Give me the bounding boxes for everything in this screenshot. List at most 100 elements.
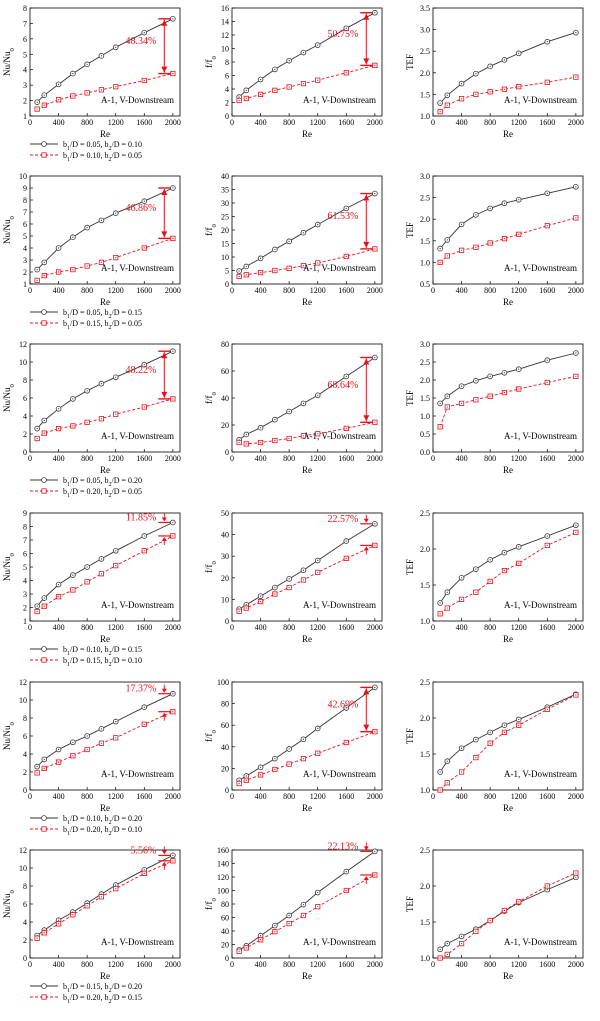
data-point-red-center	[374, 64, 376, 66]
x-tick-label: 800	[283, 454, 295, 463]
data-point-red-center	[36, 610, 38, 613]
x-tick-label: 400	[255, 454, 267, 463]
data-point-red-center	[446, 953, 448, 956]
data-point-black-center	[345, 540, 347, 542]
data-point-red-center	[100, 89, 103, 91]
data-point-black-center	[115, 212, 117, 214]
data-point-black-center	[259, 427, 262, 429]
data-point-red-center	[100, 418, 103, 420]
data-point-red-center	[439, 789, 441, 791]
data-point-black-center	[172, 854, 174, 857]
y-tick-label: 1.0	[420, 412, 430, 421]
data-point-red-center	[288, 586, 290, 589]
data-point-black-center	[57, 247, 60, 249]
legend-marker-square	[41, 826, 47, 832]
data-point-red-center	[575, 217, 577, 219]
panel-r3-c1: 0 400 800 1200 1600 2000 0 2 4 6 8 10 12 Re Nu/Nu0 A-1,…	[2, 340, 181, 475]
y-tick-label: 4	[23, 577, 27, 586]
panel-annotation: A-1, V-Downstream	[303, 263, 376, 273]
data-point-red-center	[302, 265, 305, 267]
data-point-red-center	[245, 97, 247, 100]
y-tick-label: 8	[23, 376, 27, 385]
x-axis-label: Re	[100, 465, 110, 475]
x-tick-label: 1600	[539, 118, 555, 127]
data-point-red-center	[546, 81, 548, 83]
data-point-black-center	[143, 364, 145, 366]
data-point-black-center	[245, 89, 247, 91]
data-point-black-center	[439, 402, 441, 404]
plot-frame	[432, 512, 584, 622]
y-tick-label: 8	[23, 523, 27, 532]
data-point-black-center	[489, 375, 491, 377]
diff-percentage: 5.56%	[130, 845, 156, 856]
y-tick-label: 2.5	[420, 678, 430, 687]
y-tick-label: 6	[23, 35, 27, 44]
y-tick-label: 1	[23, 280, 27, 289]
series-line-black	[439, 32, 577, 104]
x-tick-label: 1200	[511, 118, 527, 127]
x-tick-label: 2000	[165, 118, 181, 127]
panel-annotation: A-1, V-Downstream	[303, 769, 376, 779]
y-tick-label: 160	[217, 846, 229, 855]
data-point-red-center	[57, 99, 60, 101]
panel-r5-c2: 0 400 800 1200 1600 2000 0 20 40 60 80 100 Re f/f0 A-1…	[204, 678, 383, 813]
y-tick-label: 4	[225, 85, 229, 94]
x-tick-label: 1200	[511, 792, 527, 801]
x-tick-label: 1200	[310, 454, 326, 463]
diff-arrowhead-in-top	[161, 517, 167, 522]
data-point-red-center	[115, 413, 117, 415]
data-point-red-center	[259, 774, 262, 776]
y-tick-label: 6	[23, 550, 27, 559]
series-line-red	[36, 535, 174, 612]
panel-r2-c1: 0 400 800 1200 1600 2000 1 2 3 4 5 6 7 8 9 10 Re Nu/Nu0 A-…	[2, 172, 181, 307]
x-tick-label: 400	[53, 286, 65, 295]
data-point-red-center	[43, 432, 45, 434]
y-tick-label: 3.5	[420, 4, 430, 13]
data-point-black-center	[72, 398, 74, 400]
x-tick-label: 400	[255, 286, 267, 295]
panel-annotation: A-1, V-Downstream	[504, 431, 577, 441]
data-point-black-center	[475, 739, 477, 741]
data-point-red-center	[374, 421, 376, 423]
data-point-black-center	[86, 227, 88, 229]
data-point-red-center	[274, 439, 276, 442]
data-point-red-center	[489, 742, 491, 744]
x-axis-label: Re	[100, 129, 110, 139]
y-tick-label: 0	[225, 954, 229, 963]
legend-label: b1/D = 0.10, b2/D = 0.05	[63, 151, 142, 163]
x-tick-label: 0	[431, 454, 435, 463]
diff-arrowhead-up	[363, 688, 370, 695]
x-tick-label: 1200	[310, 623, 326, 632]
y-tick-label: 3	[23, 256, 27, 265]
data-point-red-center	[245, 443, 247, 445]
data-point-red-center	[72, 269, 74, 271]
data-point-black-center	[259, 595, 262, 597]
x-tick-label: 800	[81, 792, 93, 801]
data-point-red-center	[460, 402, 463, 404]
y-tick-label: 30	[221, 199, 229, 208]
x-tick-label: 2000	[165, 623, 181, 632]
x-axis-label: Re	[302, 971, 312, 981]
data-point-black-center	[43, 261, 45, 263]
y-axis-label: TEF	[405, 390, 415, 406]
series-line-black	[238, 12, 376, 98]
data-point-black-center	[288, 60, 290, 62]
legend-marker-square	[41, 488, 47, 494]
y-axis-label: f/f0	[204, 391, 218, 404]
data-point-red-center	[446, 607, 448, 609]
data-point-red-center	[274, 931, 276, 933]
y-tick-label: 100	[217, 887, 229, 896]
data-point-red-center	[100, 261, 103, 263]
y-tick-label: 14	[221, 18, 229, 27]
x-tick-label: 2000	[367, 623, 383, 632]
data-point-black-center	[115, 376, 117, 378]
y-tick-label: 0	[23, 954, 27, 963]
x-tick-label: 400	[53, 454, 65, 463]
diff-percentage: 50.75%	[327, 29, 358, 40]
y-tick-label: 12	[19, 846, 27, 855]
data-point-red-center	[460, 98, 463, 100]
data-point-black-center	[345, 207, 347, 209]
y-tick-label: 3	[23, 590, 27, 599]
x-tick-label: 1200	[511, 623, 527, 632]
y-tick-label: 80	[221, 900, 229, 909]
